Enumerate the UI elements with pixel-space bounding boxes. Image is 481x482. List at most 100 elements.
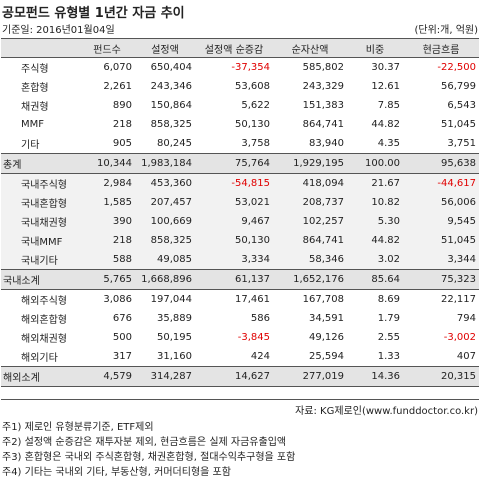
- net-change-cell: -37,354: [195, 57, 273, 77]
- setup-cell: 80,245: [135, 134, 195, 154]
- footnote: 주3) 혼합형은 국내외 주식혼합형, 채권혼합형, 절대수익추구형을 포함: [2, 452, 296, 463]
- footnote: 주2) 설정액 순증감은 재투자분 제외, 현금흐름은 실제 자금유출입액: [2, 437, 287, 448]
- column-header-funds: 펀드수: [79, 38, 135, 58]
- nav-cell: 1,652,176: [273, 269, 347, 290]
- table-row: 국내주식형 2,984 453,360 -54,815 418,094 21.67 -44,…: [1, 173, 479, 193]
- base-date: 기준일: 2016년01월04일: [2, 25, 115, 36]
- cash-flow-cell: 6,543: [403, 96, 479, 115]
- row-label: 총계: [1, 153, 79, 174]
- table-row: 해외채권형 500 50,195 -3,845 49,126 2.55 -3,002: [1, 328, 479, 347]
- table-row: 해외혼합형 676 35,889 586 34,591 1.79 794: [1, 309, 479, 328]
- page-title: 공모펀드 유형별 1년간 자금 추이: [2, 6, 185, 21]
- table-row: 해외주식형 3,086 197,044 17,461 167,708 8.69 22,117: [1, 289, 479, 309]
- column-header-nav: 순자산액: [273, 38, 347, 58]
- cash-flow-cell: 20,315: [403, 366, 479, 387]
- share-cell: 100.00: [347, 153, 403, 174]
- row-label: 해외기타: [1, 347, 79, 367]
- cash-flow-cell: -22,500: [403, 57, 479, 77]
- row-label: 국내MMF: [1, 231, 79, 250]
- nav-cell: 418,094: [273, 173, 347, 193]
- footnote: 주4) 기타는 국내외 기타, 부동산형, 커머더티형을 포함: [2, 467, 231, 478]
- net-change-cell: 424: [195, 347, 273, 367]
- table-total-row: 국내소계 5,765 1,668,896 61,137 1,652,176 85.64 75…: [1, 269, 479, 290]
- net-change-cell: 586: [195, 309, 273, 328]
- share-cell: 85.64: [347, 269, 403, 290]
- cash-flow-cell: 3,344: [403, 250, 479, 270]
- table-row: 혼합형 2,261 243,346 53,608 243,329 12.61 56,799: [1, 77, 479, 96]
- net-change-cell: 50,130: [195, 115, 273, 134]
- share-cell: 5.30: [347, 212, 403, 231]
- cash-flow-cell: 56,006: [403, 193, 479, 212]
- net-change-cell: 61,137: [195, 269, 273, 290]
- row-label: 채권형: [1, 96, 79, 115]
- setup-cell: 150,864: [135, 96, 195, 115]
- column-header-cash-flow: 현금흐름: [403, 38, 479, 58]
- row-label: 국내혼합형: [1, 193, 79, 212]
- cash-flow-cell: -3,002: [403, 328, 479, 347]
- net-change-cell: 14,627: [195, 366, 273, 387]
- footnote: 주1) 제로인 유형분류기준, ETF제외: [2, 422, 154, 433]
- setup-cell: 1,983,184: [135, 153, 195, 174]
- table-row: 주식형 6,070 650,404 -37,354 585,802 30.37 -22,50…: [1, 57, 479, 77]
- row-label: 해외소계: [1, 366, 79, 387]
- funds-cell: 4,579: [79, 366, 135, 387]
- setup-cell: 314,287: [135, 366, 195, 387]
- net-change-cell: -54,815: [195, 173, 273, 193]
- net-change-cell: 53,608: [195, 77, 273, 96]
- nav-cell: 864,741: [273, 231, 347, 250]
- row-label: 해외채권형: [1, 328, 79, 347]
- share-cell: 1.79: [347, 309, 403, 328]
- setup-cell: 50,195: [135, 328, 195, 347]
- share-cell: 8.69: [347, 289, 403, 309]
- share-cell: 44.82: [347, 231, 403, 250]
- row-label: 주식형: [1, 57, 79, 77]
- funds-cell: 6,070: [79, 57, 135, 77]
- share-cell: 30.37: [347, 57, 403, 77]
- table-row: 국내기타 588 49,085 3,334 58,346 3.02 3,344: [1, 250, 479, 270]
- table-row: 기타 905 80,245 3,758 83,940 4.35 3,751: [1, 134, 479, 154]
- cash-flow-cell: 22,117: [403, 289, 479, 309]
- funds-cell: 905: [79, 134, 135, 154]
- net-change-cell: 53,021: [195, 193, 273, 212]
- row-label: 국내소계: [1, 269, 79, 290]
- table-row: MMF 218 858,325 50,130 864,741 44.82 51,045: [1, 115, 479, 134]
- cash-flow-cell: 75,323: [403, 269, 479, 290]
- funds-cell: 218: [79, 115, 135, 134]
- setup-cell: 207,457: [135, 193, 195, 212]
- share-cell: 3.02: [347, 250, 403, 270]
- share-cell: 21.67: [347, 173, 403, 193]
- funds-cell: 2,261: [79, 77, 135, 96]
- table-row: 국내혼합형 1,585 207,457 53,021 208,737 10.82 56,00…: [1, 193, 479, 212]
- setup-cell: 858,325: [135, 115, 195, 134]
- cash-flow-cell: 407: [403, 347, 479, 367]
- column-header-share: 비중: [347, 38, 403, 58]
- net-change-cell: 3,334: [195, 250, 273, 270]
- column-header-setup: 설정액: [135, 38, 195, 58]
- share-cell: 10.82: [347, 193, 403, 212]
- row-label: 국내기타: [1, 250, 79, 270]
- nav-cell: 102,257: [273, 212, 347, 231]
- table-row: 해외기타 317 31,160 424 25,594 1.33 407: [1, 347, 479, 367]
- funds-cell: 2,984: [79, 173, 135, 193]
- nav-cell: 25,594: [273, 347, 347, 367]
- setup-cell: 650,404: [135, 57, 195, 77]
- cash-flow-cell: 9,545: [403, 212, 479, 231]
- table-bottom-rule: [1, 399, 479, 400]
- cash-flow-cell: 56,799: [403, 77, 479, 96]
- funds-cell: 1,585: [79, 193, 135, 212]
- setup-cell: 31,160: [135, 347, 195, 367]
- nav-cell: 208,737: [273, 193, 347, 212]
- nav-cell: 277,019: [273, 366, 347, 387]
- nav-cell: 585,802: [273, 57, 347, 77]
- setup-cell: 858,325: [135, 231, 195, 250]
- setup-cell: 100,669: [135, 212, 195, 231]
- funds-cell: 500: [79, 328, 135, 347]
- funds-cell: 10,344: [79, 153, 135, 174]
- share-cell: 12.61: [347, 77, 403, 96]
- column-header-type: [1, 38, 79, 58]
- nav-cell: 864,741: [273, 115, 347, 134]
- setup-cell: 243,346: [135, 77, 195, 96]
- setup-cell: 35,889: [135, 309, 195, 328]
- funds-cell: 676: [79, 309, 135, 328]
- funds-cell: 218: [79, 231, 135, 250]
